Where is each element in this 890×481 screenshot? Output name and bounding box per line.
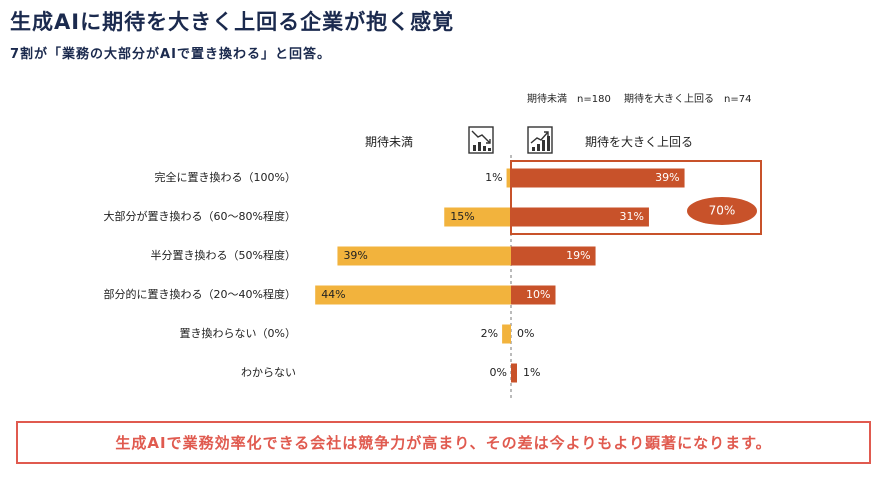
data-label-left: 44% xyxy=(321,288,345,301)
bar-right xyxy=(511,285,556,305)
data-label-left: 15% xyxy=(450,210,474,223)
page-subtitle: 7割が「業務の大部分がAIで置き換わる」と回答。 xyxy=(10,47,331,62)
bar-left xyxy=(315,285,511,305)
data-label-right: 31% xyxy=(619,210,643,223)
page-title: 生成AIに期待を大きく上回る企業が抱く感覚 xyxy=(10,10,455,34)
data-label-left: 2% xyxy=(481,327,498,340)
data-label-right: 19% xyxy=(566,249,590,262)
bar-right xyxy=(511,168,685,188)
category-label: わからない xyxy=(241,366,296,379)
annotation-label: 70% xyxy=(709,204,736,218)
highlight-box xyxy=(510,160,762,235)
bar-left xyxy=(506,168,511,188)
category-label: 大部分が置き換わる（60～80%程度） xyxy=(104,209,296,223)
sample-size-note: 期待未満 n=180 期待を大きく上回る n=74 xyxy=(527,90,761,105)
category-label: 半分置き換わる（50%程度） xyxy=(151,248,296,262)
data-label-right: 10% xyxy=(526,288,550,301)
bar-left xyxy=(337,246,511,266)
sample-size-group2: 期待を大きく上回る n=74 xyxy=(624,94,752,105)
data-label-right: 39% xyxy=(655,171,679,184)
bar-right xyxy=(511,363,517,383)
rising-chart-icon xyxy=(527,126,553,154)
conclusion-callout: 生成AIで業務効率化できる会社は競争力が高まり、その差は今よりもより顕著になりま… xyxy=(16,421,871,464)
data-label-right: 1% xyxy=(523,366,540,379)
data-label-left: 39% xyxy=(343,249,367,262)
bar-right xyxy=(511,207,649,227)
column-head-left: 期待未満 xyxy=(365,135,414,149)
data-label-right: 0% xyxy=(517,327,534,340)
category-label: 完全に置き換わる（100%） xyxy=(155,170,296,184)
bar-right xyxy=(511,246,596,266)
bar-left xyxy=(502,324,511,344)
column-head-right: 期待を大きく上回る xyxy=(585,135,694,149)
sample-size-group1: 期待未満 n=180 xyxy=(527,94,611,105)
bar-left xyxy=(444,207,511,227)
category-label: 部分的に置き換わる（20～40%程度） xyxy=(104,287,296,301)
category-label: 置き換わらない（0%） xyxy=(180,327,296,340)
data-label-left: 0% xyxy=(490,366,507,379)
declining-chart-icon xyxy=(468,126,494,154)
annotation-ellipse xyxy=(687,197,757,225)
data-label-left: 1% xyxy=(485,171,502,184)
conclusion-text: 生成AIで業務効率化できる会社は競争力が高まり、その差は今よりもより顕著になりま… xyxy=(115,434,772,452)
